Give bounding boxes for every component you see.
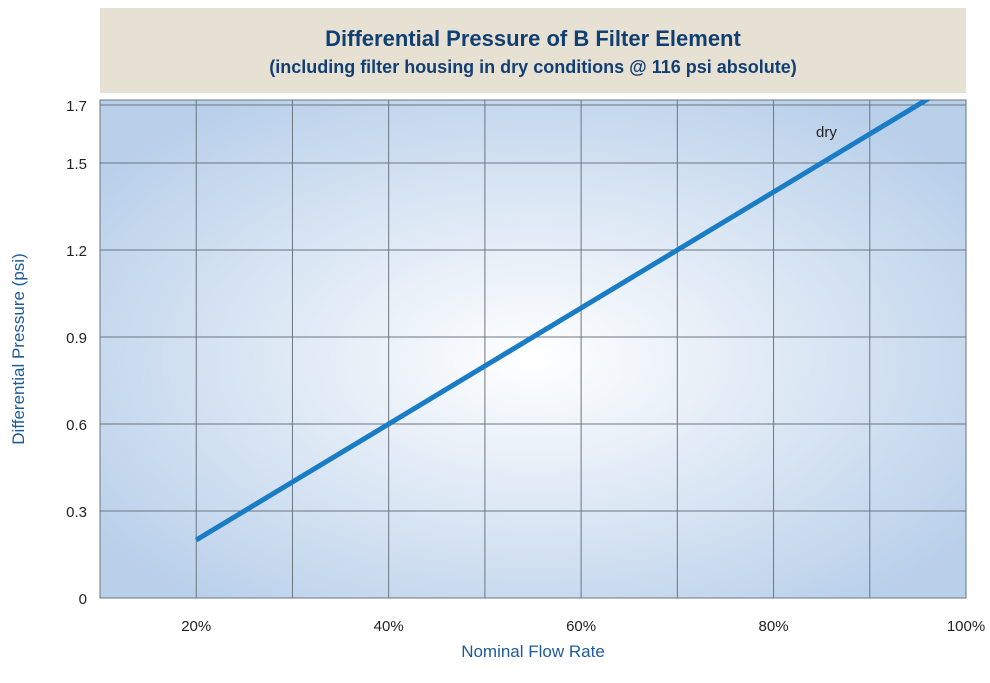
chart-subtitle: (including filter housing in dry conditi…	[269, 57, 797, 77]
series-line-dry	[194, 100, 932, 543]
x-tick-label: 100%	[947, 618, 985, 635]
x-tick-label: 40%	[374, 618, 404, 635]
y-tick-label: 0.9	[66, 330, 87, 347]
title-banner	[100, 8, 966, 93]
x-tick-label: 80%	[759, 618, 789, 635]
annotation-layer: dry	[816, 124, 837, 141]
y-tick-label: 1.7	[66, 98, 87, 115]
y-tick-label: 1.5	[66, 156, 87, 173]
chart-title: Differential Pressure of B Filter Elemen…	[325, 26, 741, 51]
y-tick-label: 0.3	[66, 504, 87, 521]
series-layer	[194, 100, 932, 543]
y-axis-title: Differential Pressure (psi)	[9, 253, 28, 444]
y-axis-ticks: 0 0.3 0.6 0.9 1.2 1.5 1.7	[66, 98, 87, 608]
x-tick-label: 20%	[181, 618, 211, 635]
x-tick-label: 60%	[566, 618, 596, 635]
y-tick-label: 0.6	[66, 417, 87, 434]
x-axis-title: Nominal Flow Rate	[461, 642, 605, 661]
series-label: dry	[816, 124, 837, 141]
y-tick-label: 1.2	[66, 243, 87, 260]
x-axis-ticks: 20% 40% 60% 80% 100%	[181, 618, 985, 635]
plot-frame	[99, 99, 967, 599]
y-tick-label: 0	[79, 591, 87, 608]
plot-area	[100, 100, 966, 598]
